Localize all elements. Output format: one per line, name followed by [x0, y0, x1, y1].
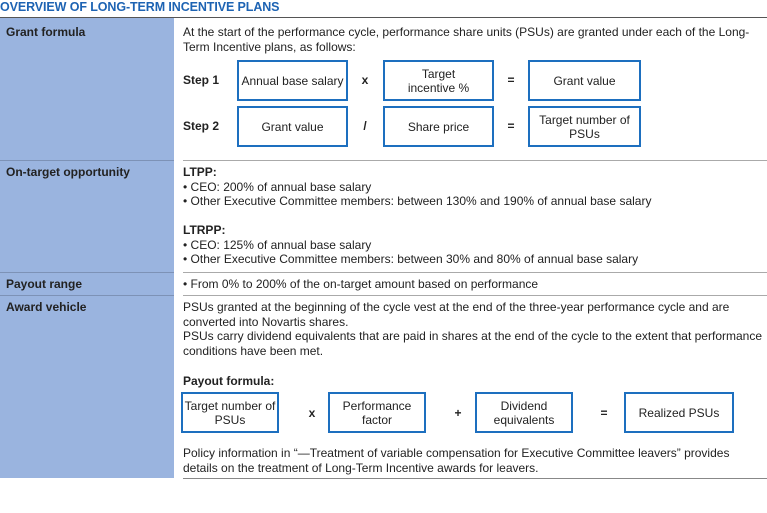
formula-box: Annual base salary — [237, 60, 348, 101]
list-item: • Other Executive Committee members: bet… — [183, 252, 639, 266]
divider — [183, 295, 767, 296]
paragraph: PSUs carry dividend equivalents that are… — [183, 329, 762, 358]
formula-box: Target number of PSUs — [528, 106, 641, 147]
step1-label: Step 1 — [183, 73, 220, 87]
divider — [0, 160, 174, 161]
on-target-content: LTPP: • CEO: 200% of annual base salary … — [183, 165, 763, 267]
row-label-payout-range: Payout range — [6, 277, 83, 291]
divider — [183, 478, 767, 479]
row-label-award-vehicle: Award vehicle — [6, 300, 87, 314]
formula-box: Performance factor — [328, 392, 426, 433]
operator: = — [507, 73, 515, 87]
grant-intro: At the start of the performance cycle, p… — [183, 25, 750, 54]
operator: x — [308, 406, 316, 420]
payout-range-text: • From 0% to 200% of the on-target amoun… — [183, 277, 539, 291]
award-text: PSUs granted at the beginning of the cyc… — [183, 300, 763, 358]
formula-box: Target number of PSUs — [181, 392, 279, 433]
row-label-on-target: On-target opportunity — [6, 165, 130, 179]
formula-box: Grant value — [528, 60, 641, 101]
formula-box: Dividend equivalents — [475, 392, 573, 433]
row-label-grant-formula: Grant formula — [6, 25, 86, 39]
paragraph: PSUs granted at the beginning of the cyc… — [183, 300, 730, 329]
label-column — [0, 18, 174, 478]
payout-formula-label: Payout formula: — [183, 374, 275, 388]
formula-box: Realized PSUs — [624, 392, 734, 433]
operator: = — [507, 119, 515, 133]
formula-box: Target incentive % — [383, 60, 494, 101]
step2-label: Step 2 — [183, 119, 220, 133]
formula-box: Share price — [383, 106, 494, 147]
divider — [183, 272, 767, 273]
divider — [0, 17, 767, 18]
policy-note: Policy information in “—Treatment of var… — [183, 446, 730, 475]
divider — [0, 272, 174, 273]
operator: x — [361, 73, 369, 87]
ltrpp-heading: LTRPP: — [183, 223, 226, 237]
operator: / — [363, 119, 367, 133]
divider — [0, 295, 174, 296]
ltpp-heading: LTPP: — [183, 165, 217, 179]
operator: + — [454, 406, 462, 420]
operator: = — [600, 406, 608, 420]
list-item: • CEO: 200% of annual base salary — [183, 179, 372, 194]
list-item: • Other Executive Committee members: bet… — [183, 194, 652, 208]
divider — [183, 160, 767, 161]
list-item: • CEO: 125% of annual base salary — [183, 237, 372, 252]
formula-box: Grant value — [237, 106, 348, 147]
page-title: OVERVIEW OF LONG-TERM INCENTIVE PLANS — [0, 0, 280, 14]
